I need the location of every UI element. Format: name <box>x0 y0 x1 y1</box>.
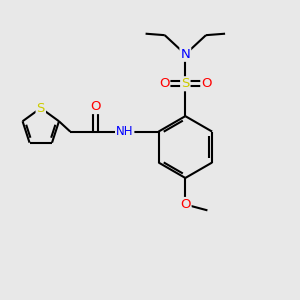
Text: O: O <box>201 77 212 90</box>
Text: O: O <box>90 100 101 113</box>
Text: S: S <box>181 77 190 90</box>
Text: O: O <box>180 198 190 211</box>
Text: S: S <box>37 101 45 115</box>
Text: O: O <box>159 77 169 90</box>
Text: N: N <box>181 48 190 61</box>
Text: NH: NH <box>116 125 134 138</box>
